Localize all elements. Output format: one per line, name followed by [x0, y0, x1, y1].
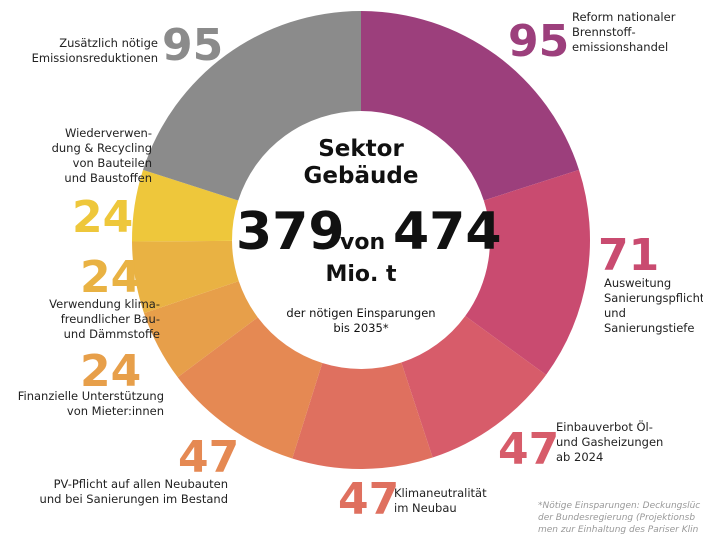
center-title: Sektor Gebäude — [303, 136, 419, 189]
segment-label: Einbauverbot Öl- und Gasheizungen ab 202… — [556, 420, 664, 464]
value-label: 24 — [72, 192, 134, 243]
center-value: 379 — [236, 202, 345, 262]
value-label: 95 — [162, 20, 224, 71]
value-label: 24 — [80, 346, 142, 397]
segment-label: Finanzielle Unterstützung von Mieter:inn… — [17, 389, 164, 418]
center-subtitle: der nötigen Einsparungen bis 2035* — [286, 306, 436, 335]
segment-label: Wiederverwen- dung & Recycling von Baute… — [51, 126, 152, 185]
value-label: 47 — [178, 432, 240, 483]
segment-label: Reform nationaler Brennstoff- emissionsh… — [572, 10, 676, 54]
segment-label: Zusätzlich nötige Emissionsreduktionen — [31, 36, 158, 65]
segment — [401, 315, 547, 458]
segment — [292, 362, 433, 470]
segment — [465, 169, 590, 375]
segment-label: Ausweitung Sanierungspflicht und Sanieru… — [604, 276, 703, 335]
segment — [132, 169, 239, 242]
segment-label: PV-Pflicht auf allen Neubauten und bei S… — [39, 477, 228, 506]
segment-label: Verwendung klima- freundlicher Bau- und … — [49, 297, 160, 341]
center-connector: von — [340, 230, 386, 255]
footnote: *Nötige Einsparungen: Deckungslüc der Bu… — [538, 501, 701, 535]
value-label: 95 — [508, 16, 570, 67]
segment — [143, 11, 361, 201]
segment-label: Klimaneutralität im Neubau — [394, 486, 487, 515]
value-label: 71 — [598, 230, 660, 281]
value-label: 24 — [80, 252, 142, 303]
center-total: 474 — [393, 202, 502, 262]
segment — [177, 317, 323, 459]
segment — [361, 11, 579, 201]
center-unit: Mio. t — [325, 262, 397, 287]
segment — [132, 240, 239, 314]
value-label: 47 — [498, 424, 560, 475]
value-label: 47 — [338, 474, 400, 525]
segment — [143, 281, 258, 378]
